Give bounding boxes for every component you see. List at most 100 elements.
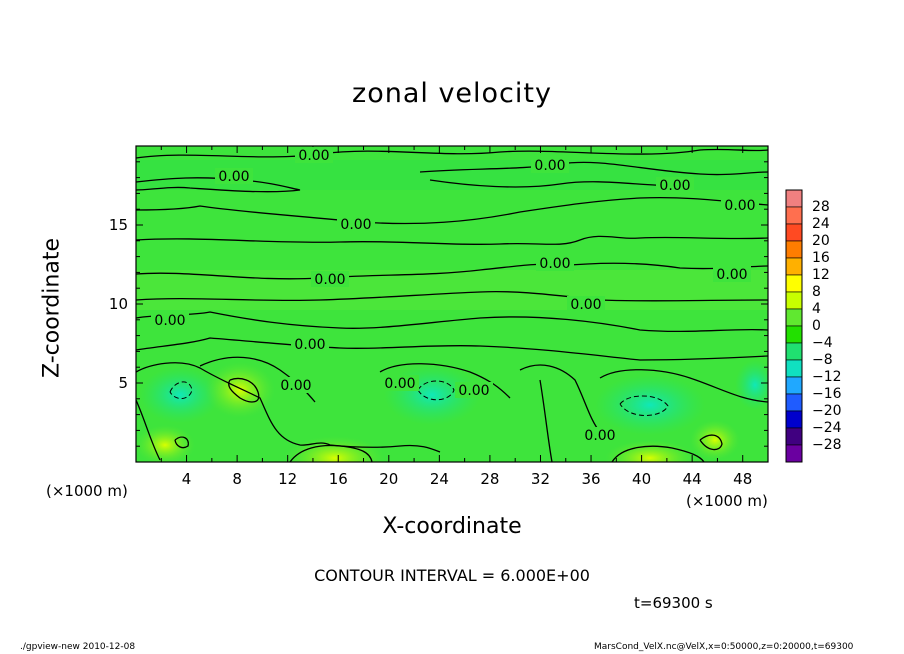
x-tick-label: 36 bbox=[581, 470, 601, 488]
contour-label: 0.00 bbox=[534, 158, 565, 174]
colorbar-frame bbox=[785, 189, 803, 463]
contour-label: 0.00 bbox=[314, 272, 345, 288]
pos-patch-1 bbox=[205, 362, 275, 418]
colorbar-segment bbox=[785, 359, 803, 378]
colorbar-label: −20 bbox=[812, 403, 842, 419]
x-tick-label: 16 bbox=[328, 470, 348, 488]
contour-label: 0.00 bbox=[280, 378, 311, 394]
contour-label: 0.00 bbox=[218, 169, 249, 185]
contours bbox=[136, 148, 768, 462]
contour-16 bbox=[136, 399, 161, 461]
x-tick-label: 44 bbox=[682, 470, 702, 488]
contour-label-bg bbox=[531, 157, 569, 173]
time-label: t=69300 s bbox=[634, 594, 713, 612]
contour-label: 0.00 bbox=[724, 198, 755, 214]
contour-13 bbox=[379, 363, 511, 399]
contour-19 bbox=[611, 445, 705, 462]
contour-label: 0.00 bbox=[458, 383, 489, 399]
x-axis-ticks bbox=[135, 146, 769, 462]
contour-label-bg bbox=[291, 336, 329, 352]
colorbar-label: 20 bbox=[812, 233, 830, 249]
x-tick-label: 20 bbox=[379, 470, 399, 488]
colorbar-segment bbox=[785, 376, 803, 395]
contour-label-bg bbox=[581, 427, 619, 443]
footer-left: ./gpview-new 2010-12-08 bbox=[20, 642, 136, 652]
colorbar-segment bbox=[785, 393, 803, 412]
contour-15 bbox=[599, 369, 768, 403]
colorbar-label: 4 bbox=[812, 301, 821, 317]
contour-label: 0.00 bbox=[539, 256, 570, 272]
contour-label: 0.00 bbox=[294, 337, 325, 353]
colorbar bbox=[785, 189, 803, 463]
contour-label: 0.00 bbox=[154, 313, 185, 329]
contour-12 bbox=[199, 356, 316, 403]
colorbar-label: 8 bbox=[812, 284, 821, 300]
contour-label: 0.00 bbox=[384, 376, 415, 392]
contour-label: 0.00 bbox=[659, 178, 690, 194]
y-tick-label: 10 bbox=[108, 295, 128, 313]
neg-contours bbox=[169, 380, 669, 416]
colorbar-label: −28 bbox=[812, 437, 842, 453]
contour-label: 0.00 bbox=[340, 217, 371, 233]
contour-2 bbox=[136, 177, 301, 193]
contour-labels: 0.00 0.00 0.00 0.00 0.00 0.00 0.00 0.00 0.00 0.00… bbox=[151, 147, 759, 444]
colorbar-segment bbox=[785, 291, 803, 310]
colorbar-label: 16 bbox=[812, 250, 830, 266]
colorbar-label: 12 bbox=[812, 267, 830, 283]
contour-label-bg bbox=[656, 177, 694, 193]
contour-label: 0.00 bbox=[570, 297, 601, 313]
contour-label: 0.00 bbox=[584, 428, 615, 444]
contour-10 bbox=[136, 337, 768, 361]
x-unit-left: (×1000 m) bbox=[46, 482, 128, 500]
x-tick-label: 40 bbox=[632, 470, 652, 488]
colorbar-label: −24 bbox=[812, 420, 842, 436]
contour-3 bbox=[419, 161, 768, 176]
colorbar-segment bbox=[785, 189, 803, 208]
x-tick-label: 24 bbox=[429, 470, 449, 488]
colorbar-segment bbox=[785, 325, 803, 344]
colorbar-segment bbox=[785, 308, 803, 327]
contour-17 bbox=[539, 379, 553, 462]
contour-8 bbox=[136, 290, 768, 302]
y-axis-label: Z-coordinate bbox=[39, 238, 65, 378]
field-patches bbox=[136, 148, 768, 462]
contour-label-bg bbox=[536, 255, 574, 271]
colorbar-label: −8 bbox=[812, 352, 833, 368]
colorbar-segment bbox=[785, 240, 803, 259]
neg-contour-3 bbox=[619, 395, 669, 416]
contour-label-bg bbox=[311, 271, 349, 287]
pos-patch-4 bbox=[136, 425, 195, 462]
pos-patch-3 bbox=[605, 440, 695, 462]
contour-label: 0.00 bbox=[298, 148, 329, 164]
contour-label: 0.00 bbox=[716, 267, 747, 283]
contour-18 bbox=[289, 444, 373, 462]
contour-5 bbox=[136, 196, 768, 225]
contour-22 bbox=[174, 436, 189, 449]
colorbar-segment bbox=[785, 444, 803, 463]
contour-label-bg bbox=[337, 216, 375, 232]
colorbar-label: 24 bbox=[812, 216, 830, 232]
contour-label-bg bbox=[151, 312, 189, 328]
y-tick-label: 15 bbox=[108, 216, 128, 234]
contour-label-bg bbox=[567, 296, 605, 312]
x-axis-label: X-coordinate bbox=[382, 514, 522, 539]
neg-contour-1 bbox=[169, 381, 193, 399]
colorbar-segment bbox=[785, 427, 803, 446]
pos-patch-2 bbox=[285, 436, 385, 462]
neg-patch-3 bbox=[595, 375, 705, 435]
colorbar-label: −16 bbox=[812, 386, 842, 402]
footer-right: MarsCond_VelX.nc@VelX,x=0:50000,z=0:2000… bbox=[594, 642, 854, 652]
colorbar-segment bbox=[785, 223, 803, 242]
x-tick-label: 4 bbox=[181, 470, 192, 488]
contour-label-bg bbox=[381, 375, 419, 391]
neg-patch-4 bbox=[735, 360, 768, 410]
colorbar-segment bbox=[785, 206, 803, 225]
contour-9 bbox=[136, 311, 768, 333]
contour-7 bbox=[136, 262, 768, 280]
x-tick-label: 28 bbox=[480, 470, 500, 488]
contour-21 bbox=[699, 434, 723, 451]
contour-interval: CONTOUR INTERVAL = 6.000E+00 bbox=[314, 566, 590, 585]
x-tick-label: 48 bbox=[733, 470, 753, 488]
